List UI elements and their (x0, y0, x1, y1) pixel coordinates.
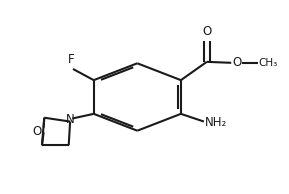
Text: O: O (32, 125, 42, 138)
Text: F: F (68, 53, 75, 66)
Text: CH₃: CH₃ (259, 58, 278, 68)
Text: NH₂: NH₂ (205, 116, 228, 129)
Text: N: N (66, 113, 75, 126)
Text: O: O (202, 25, 212, 38)
Text: O: O (232, 56, 241, 69)
